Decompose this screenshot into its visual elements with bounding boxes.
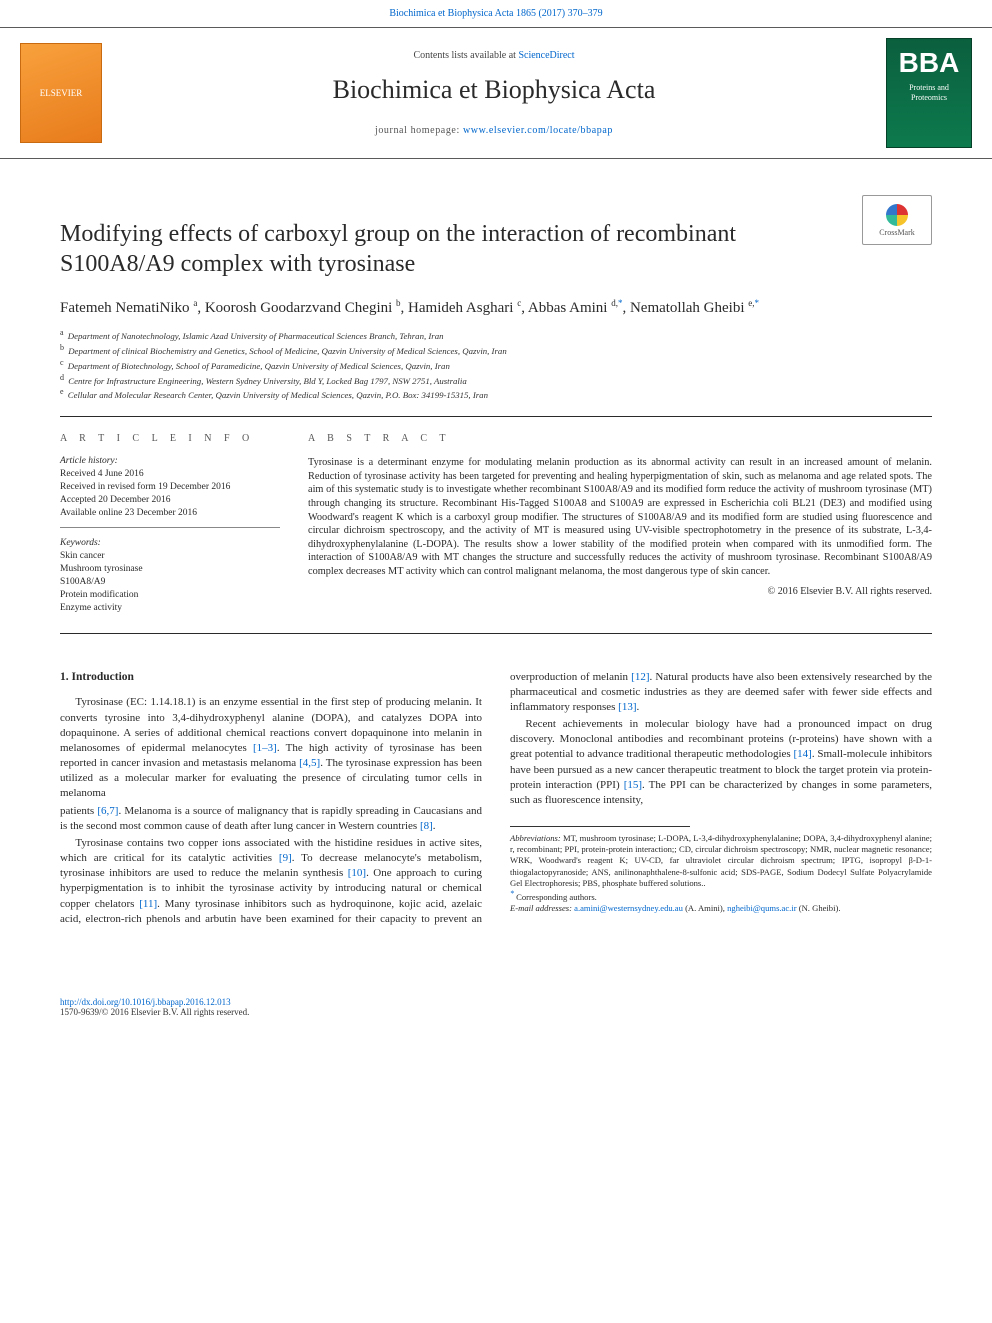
history-line: Accepted 20 December 2016	[60, 494, 280, 507]
info-abstract-row: a r t i c l e i n f o Article history: R…	[60, 433, 932, 614]
history-heading: Article history:	[60, 456, 280, 466]
issn-copyright: 1570-9639/© 2016 Elsevier B.V. All right…	[60, 1007, 249, 1017]
article-info-column: a r t i c l e i n f o Article history: R…	[60, 433, 280, 614]
article-title: Modifying effects of carboxyl group on t…	[60, 219, 800, 279]
affiliation-line: c Department of Biotechnology, School of…	[60, 358, 932, 373]
footnote-rule	[510, 826, 690, 827]
history-line: Received 4 June 2016	[60, 468, 280, 481]
keyword-line: Mushroom tyrosinase	[60, 563, 280, 576]
doi-link[interactable]: http://dx.doi.org/10.1016/j.bbapap.2016.…	[60, 997, 231, 1007]
affiliations: a Department of Nanotechnology, Islamic …	[60, 328, 932, 402]
affiliation-line: a Department of Nanotechnology, Islamic …	[60, 328, 932, 343]
abstract-heading: a b s t r a c t	[308, 433, 932, 444]
affiliation-line: e Cellular and Molecular Research Center…	[60, 387, 932, 402]
journal-title: Biochimica et Biophysica Acta	[122, 75, 866, 105]
article-info-heading: a r t i c l e i n f o	[60, 433, 280, 444]
crossmark-icon	[886, 204, 908, 226]
corresponding-star-icon: *	[510, 889, 514, 898]
contents-prefix: Contents lists available at	[413, 50, 518, 61]
article-history-block: Article history: Received 4 June 2016Rec…	[60, 456, 280, 528]
homepage-prefix: journal homepage:	[375, 125, 463, 136]
masthead-center: Contents lists available at ScienceDirec…	[102, 50, 886, 136]
page-footer: http://dx.doi.org/10.1016/j.bbapap.2016.…	[0, 997, 992, 1047]
cover-acronym: BBA	[899, 47, 960, 79]
journal-homepage-line: journal homepage: www.elsevier.com/locat…	[122, 125, 866, 136]
keywords-heading: Keywords:	[60, 538, 280, 548]
author-list: Fatemeh NematiNiko a, Koorosh Goodarzvan…	[60, 297, 932, 318]
abstract-copyright: © 2016 Elsevier B.V. All rights reserved…	[308, 586, 932, 597]
body-paragraph: Recent achievements in molecular biology…	[510, 717, 932, 808]
keyword-line: S100A8/A9	[60, 576, 280, 589]
email-footnote: E-mail addresses: a.amini@westernsydney.…	[510, 903, 932, 914]
keyword-line: Skin cancer	[60, 550, 280, 563]
abbrev-text: MT, mushroom tyrosinase; L-DOPA, L-3,4-d…	[510, 833, 932, 888]
keyword-line: Enzyme activity	[60, 602, 280, 615]
abstract-column: a b s t r a c t Tyrosinase is a determin…	[308, 433, 932, 614]
journal-masthead: ELSEVIER Contents lists available at Sci…	[0, 27, 992, 159]
keyword-line: Protein modification	[60, 589, 280, 602]
abstract-text: Tyrosinase is a determinant enzyme for m…	[308, 456, 932, 578]
keywords-block: Keywords: Skin cancerMushroom tyrosinase…	[60, 538, 280, 614]
article-front-matter: CrossMark Modifying effects of carboxyl …	[0, 159, 992, 957]
affiliation-line: b Department of clinical Biochemistry an…	[60, 343, 932, 358]
section-heading-introduction: 1. Introduction	[60, 670, 482, 686]
corresponding-footnote: * Corresponding authors.	[510, 889, 932, 903]
journal-homepage-link[interactable]: www.elsevier.com/locate/bbapap	[463, 125, 613, 136]
sciencedirect-link[interactable]: ScienceDirect	[518, 50, 574, 61]
top-citation-anchor[interactable]: Biochimica et Biophysica Acta 1865 (2017…	[389, 8, 602, 19]
journal-cover-icon: BBA Proteins and Proteomics	[886, 38, 972, 148]
corresponding-label: Corresponding authors.	[516, 892, 597, 902]
elsevier-logo-icon: ELSEVIER	[20, 43, 102, 143]
article-body-columns: 1. Introduction Tyrosinase (EC: 1.14.18.…	[60, 670, 932, 927]
history-line: Received in revised form 19 December 201…	[60, 481, 280, 494]
contents-list-line: Contents lists available at ScienceDirec…	[122, 50, 866, 61]
horizontal-rule	[60, 633, 932, 634]
top-citation-link: Biochimica et Biophysica Acta 1865 (2017…	[0, 0, 992, 27]
crossmark-badge[interactable]: CrossMark	[862, 195, 932, 245]
body-paragraph: Tyrosinase (EC: 1.14.18.1) is an enzyme …	[60, 695, 482, 801]
affiliation-line: d Centre for Infrastructure Engineering,…	[60, 373, 932, 388]
history-line: Available online 23 December 2016	[60, 507, 280, 520]
horizontal-rule	[60, 416, 932, 417]
cover-subtitle: Proteins and Proteomics	[887, 83, 971, 102]
email-link[interactable]: a.amini@westernsydney.edu.au	[574, 903, 683, 913]
abbrev-label: Abbreviations:	[510, 833, 561, 843]
abbreviations-footnote: Abbreviations: MT, mushroom tyrosinase; …	[510, 833, 932, 889]
body-paragraph: patients [6,7]. Melanoma is a source of …	[60, 804, 482, 834]
crossmark-label: CrossMark	[879, 228, 915, 237]
email-link[interactable]: ngheibi@qums.ac.ir	[727, 903, 797, 913]
